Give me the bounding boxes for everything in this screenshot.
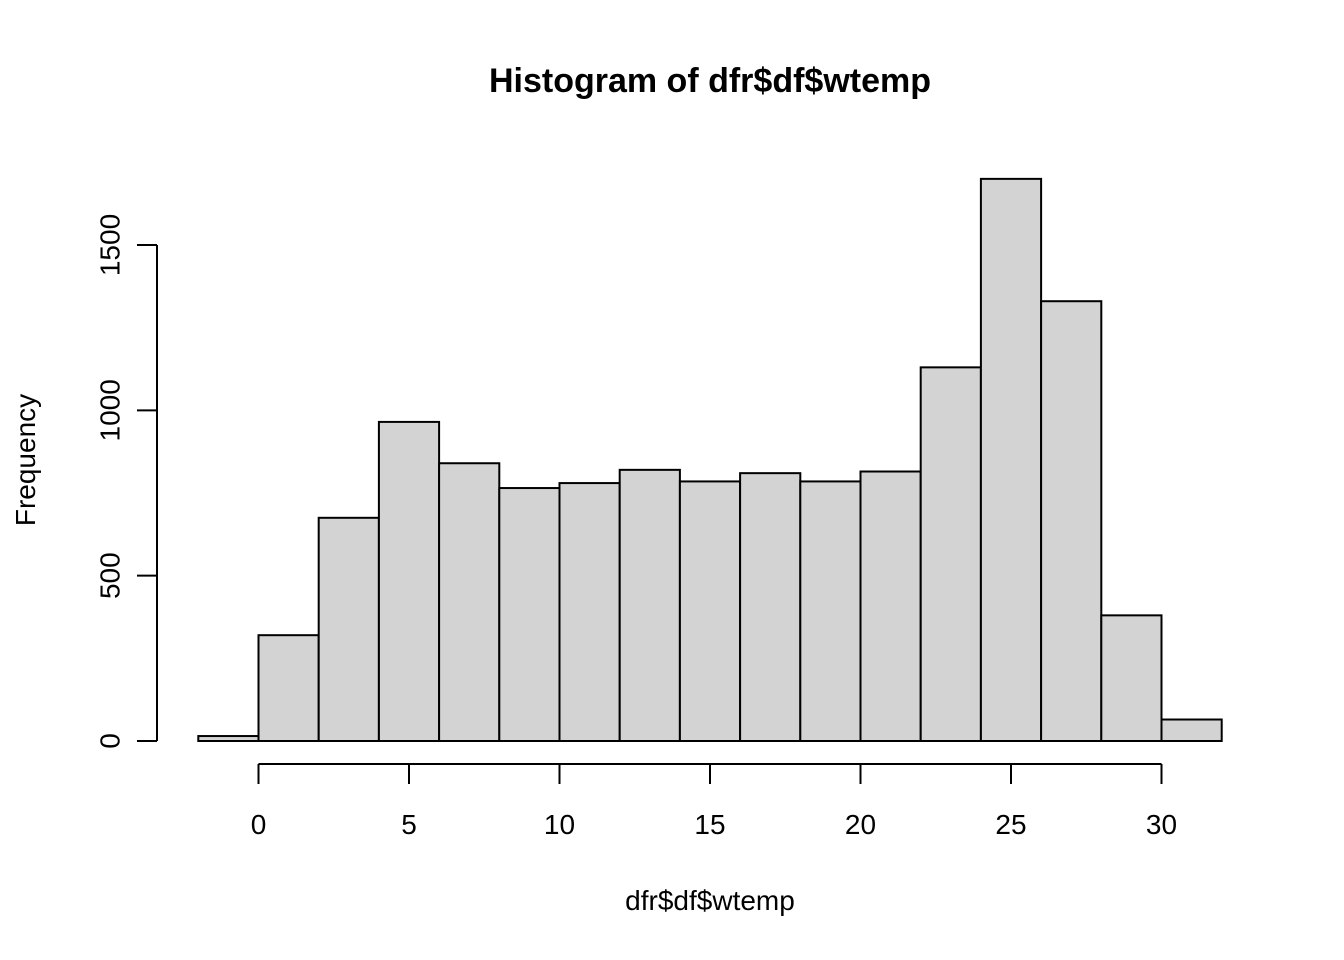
- histogram-bar: [438, 462, 501, 742]
- histogram-bar: [799, 480, 862, 742]
- bars-group: [197, 177, 1223, 743]
- y-tick-label: 1500: [94, 214, 125, 276]
- histogram-bar: [197, 735, 260, 742]
- x-tick-label: 20: [845, 809, 876, 840]
- x-tick-label: 25: [995, 809, 1026, 840]
- histogram-bar: [979, 177, 1043, 742]
- histogram-bar: [1160, 718, 1223, 743]
- x-tick-label: 0: [251, 809, 267, 840]
- histogram-bar: [257, 634, 320, 742]
- x-tick-label: 5: [401, 809, 417, 840]
- histogram-bar: [377, 420, 441, 742]
- histogram-bar: [1040, 300, 1103, 742]
- y-axis-label: Frequency: [10, 394, 41, 526]
- histogram-bar: [919, 366, 982, 742]
- y-tick-label: 500: [94, 552, 125, 599]
- histogram-bar: [678, 480, 742, 742]
- histogram-bar: [618, 468, 681, 742]
- x-axis-label: dfr$df$wtemp: [625, 885, 795, 916]
- chart-title: Histogram of dfr$df$wtemp: [489, 62, 931, 100]
- y-axis: 0 500 1000 1500: [94, 214, 158, 749]
- histogram-bar: [498, 487, 561, 743]
- histogram-bar: [859, 470, 922, 742]
- x-tick-label: 10: [544, 809, 575, 840]
- histogram-bar: [739, 472, 802, 742]
- y-tick-label: 1000: [94, 379, 125, 441]
- histogram-bar: [1100, 614, 1163, 742]
- histogram-bar: [317, 516, 380, 742]
- x-axis: 0 5 10 15 20 25 30: [251, 763, 1177, 840]
- x-tick-label: 15: [694, 809, 725, 840]
- y-tick-label: 0: [94, 733, 125, 749]
- x-tick-label: 30: [1146, 809, 1177, 840]
- histogram-bar: [558, 482, 621, 742]
